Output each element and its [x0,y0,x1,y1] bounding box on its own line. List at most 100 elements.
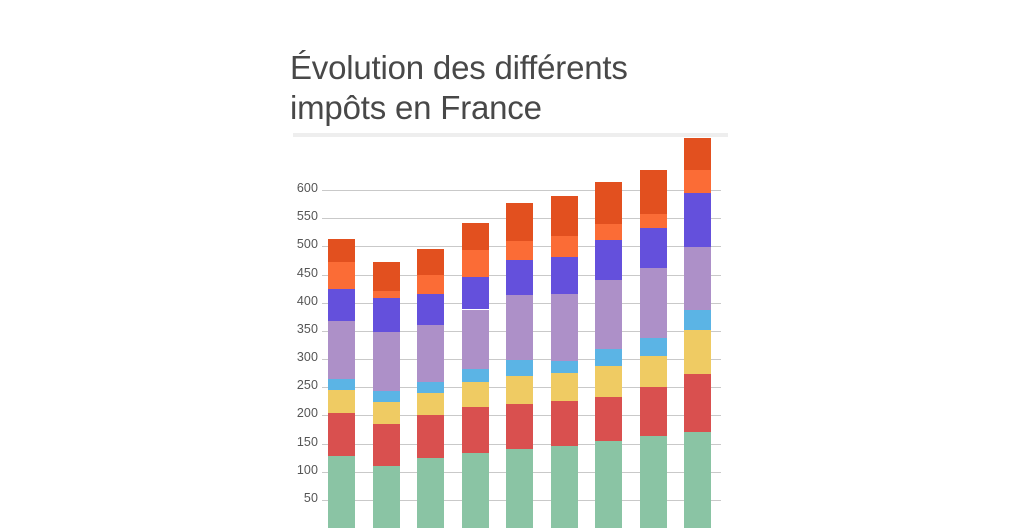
plot-area [322,138,721,528]
bar-segment[interactable] [328,456,355,528]
bar-segment[interactable] [461,369,489,382]
bar-segment[interactable] [595,181,622,224]
bar-segment[interactable] [684,170,711,194]
bar-segment[interactable] [461,309,489,370]
bar-column[interactable] [461,223,489,528]
bar-segment[interactable] [417,274,444,295]
bar-segment[interactable] [639,338,667,356]
bar-segment[interactable] [328,320,355,379]
y-axis-tick-label: 300 [296,350,318,365]
bar-segment[interactable] [550,257,578,294]
bar-segment[interactable] [550,401,578,447]
bar-segment[interactable] [595,280,622,349]
bar-segment[interactable] [417,381,444,393]
bar-segment[interactable] [595,366,622,398]
bar-segment[interactable] [417,325,444,382]
bar-column[interactable] [372,261,400,528]
bar-segment[interactable] [372,424,400,467]
y-axis-tick-label: 400 [296,293,318,308]
bar-segment[interactable] [461,276,489,310]
bar-segment[interactable] [595,348,622,367]
y-axis-tick-label: 450 [296,265,318,280]
bar-segment[interactable] [328,412,355,457]
bar-segment[interactable] [639,355,667,387]
y-axis-tick-label: 550 [296,209,318,224]
bar-segment[interactable] [639,228,667,268]
bar-segment[interactable] [506,375,533,405]
bar-segment[interactable] [328,390,355,413]
bar-segment[interactable] [595,240,622,281]
bar-segment[interactable] [328,378,355,391]
bar-segment[interactable] [372,261,400,291]
bar-segment[interactable] [461,250,489,277]
bar-segment[interactable] [506,241,533,260]
bar-segment[interactable] [684,193,711,247]
bar-segment[interactable] [550,195,578,237]
bar-segment[interactable] [639,214,667,229]
bar-segment[interactable] [417,457,444,528]
bar-segment[interactable] [417,294,444,326]
y-axis-tick-label: 50 [303,490,318,505]
y-axis-tick-label: 250 [296,378,318,393]
bar-segment[interactable] [595,397,622,441]
bar-segment[interactable] [639,170,667,215]
bar-segment[interactable] [461,381,489,407]
bar-column[interactable] [328,239,355,528]
bar-column[interactable] [595,181,622,528]
bar-segment[interactable] [372,466,400,528]
chart-container: 50 100 150 200 250 300 350 400 450 500 550 600 [286,138,721,528]
slide-canvas: Évolution des différents impôts en Franc… [286,48,730,528]
bar-segment[interactable] [684,329,711,374]
bar-segment[interactable] [550,236,578,258]
page-title: Évolution des différents impôts en Franc… [290,49,628,126]
bar-segment[interactable] [684,432,711,528]
bar-segment[interactable] [550,373,578,402]
bar-segment[interactable] [417,415,444,458]
bar-segment[interactable] [506,448,533,528]
bar-segment[interactable] [417,249,444,275]
bar-segment[interactable] [461,406,489,454]
bar-segment[interactable] [639,386,667,437]
y-axis-tick-label: 350 [296,321,318,336]
y-axis-tick-labels: 50 100 150 200 250 300 350 400 450 500 550 600 [286,176,318,512]
bar-segment[interactable] [595,440,622,528]
bar-column[interactable] [417,249,444,528]
bar-segment[interactable] [684,246,711,311]
bar-segment[interactable] [684,373,711,433]
title-block: Évolution des différents impôts en Franc… [290,48,730,128]
bar-segment[interactable] [328,239,355,262]
bar-segment[interactable] [550,293,578,361]
bar-segment[interactable] [506,404,533,449]
y-axis-tick-label: 100 [296,462,318,477]
bar-segment[interactable] [372,332,400,392]
bar-segment[interactable] [372,298,400,333]
bar-segment[interactable] [506,259,533,296]
bar-segment[interactable] [461,453,489,528]
bar-column[interactable] [684,138,711,528]
bar-segment[interactable] [684,138,711,171]
y-axis-tick-label: 150 [296,434,318,449]
bar-column[interactable] [506,203,533,528]
bar-segment[interactable] [506,203,533,242]
gridline [322,190,721,192]
y-axis-tick-label: 500 [296,237,318,252]
bar-segment[interactable] [372,391,400,403]
bar-column[interactable] [550,195,578,528]
bar-segment[interactable] [372,290,400,299]
bar-segment[interactable] [328,261,355,289]
bar-segment[interactable] [328,288,355,321]
bar-segment[interactable] [550,360,578,374]
bar-column[interactable] [639,170,667,528]
bar-segment[interactable] [639,267,667,339]
bar-segment[interactable] [684,310,711,330]
bar-segment[interactable] [506,360,533,376]
bar-segment[interactable] [506,295,533,361]
bar-segment[interactable] [550,446,578,528]
bar-segment[interactable] [595,223,622,241]
bar-segment[interactable] [461,223,489,251]
y-axis-tick-label: 200 [296,406,318,421]
title-divider [293,133,728,137]
bar-segment[interactable] [372,402,400,425]
bar-segment[interactable] [639,436,667,528]
bar-segment[interactable] [417,392,444,416]
